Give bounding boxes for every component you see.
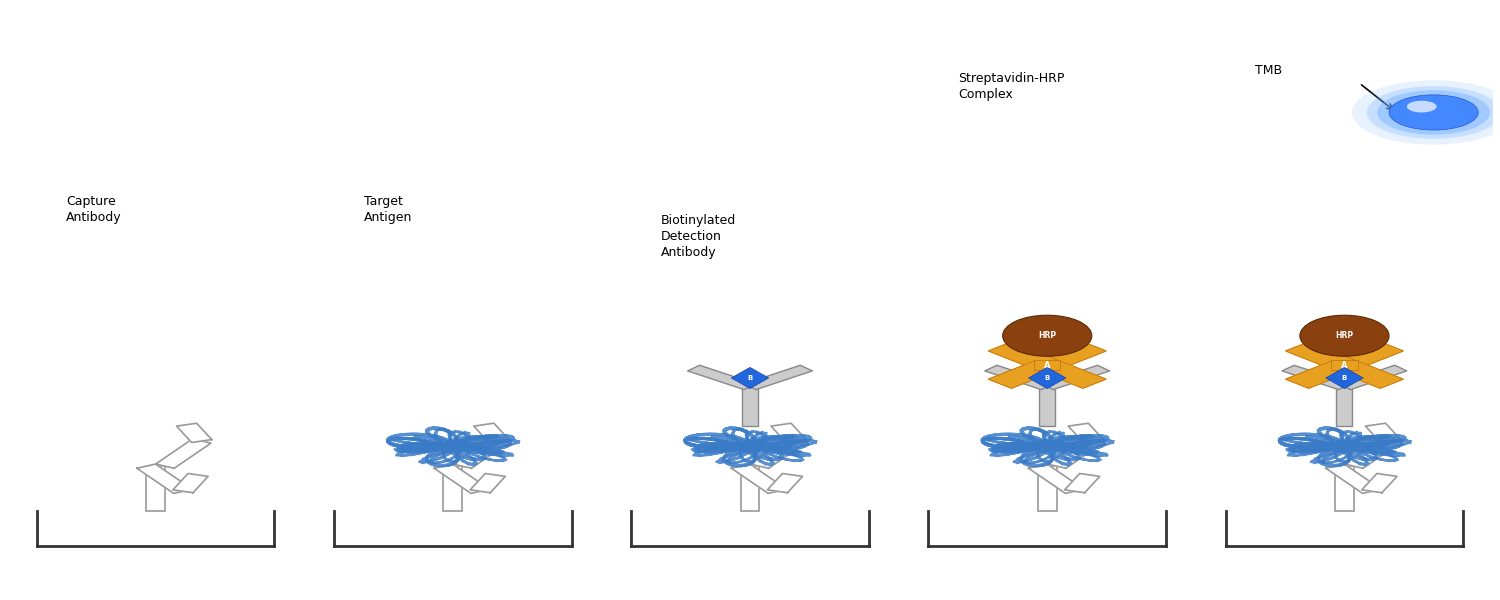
Polygon shape [1068,423,1104,442]
Bar [1034,360,1060,370]
Text: HRP: HRP [1038,331,1056,340]
Polygon shape [732,367,768,389]
FancyBboxPatch shape [1038,466,1056,511]
Ellipse shape [1300,315,1389,356]
Text: A: A [1044,361,1050,370]
Polygon shape [744,365,813,389]
Polygon shape [177,423,212,442]
Polygon shape [1338,365,1407,389]
Text: B: B [1044,375,1050,381]
Polygon shape [1344,439,1400,468]
Polygon shape [986,365,1053,389]
Circle shape [1407,101,1437,112]
Polygon shape [732,464,786,493]
Polygon shape [1334,342,1404,370]
Circle shape [1366,86,1500,139]
Bar [742,387,758,427]
Polygon shape [136,464,192,493]
FancyBboxPatch shape [1335,466,1354,511]
Polygon shape [687,365,756,389]
Polygon shape [750,439,806,468]
Polygon shape [988,361,1059,388]
Polygon shape [988,342,1059,370]
Polygon shape [1047,439,1102,468]
Polygon shape [768,473,802,493]
Circle shape [1377,90,1490,135]
Circle shape [1352,80,1500,145]
Polygon shape [1286,361,1356,388]
Polygon shape [156,439,212,468]
Polygon shape [771,423,806,442]
Polygon shape [1326,464,1382,493]
Polygon shape [1286,342,1356,370]
Polygon shape [1334,361,1404,388]
Polygon shape [172,473,208,493]
Polygon shape [1029,367,1066,389]
Bar [1336,387,1353,427]
Text: Biotinylated
Detection
Antibody: Biotinylated Detection Antibody [662,214,736,259]
Text: Streptavidin-HRP
Complex: Streptavidin-HRP Complex [958,72,1065,101]
Polygon shape [1365,423,1401,442]
Text: HRP: HRP [1335,331,1353,340]
Text: Target
Antigen: Target Antigen [363,195,413,224]
Text: B: B [747,375,753,381]
Polygon shape [1029,464,1084,493]
Text: Capture
Antibody: Capture Antibody [66,195,122,224]
Text: TMB: TMB [1256,64,1282,77]
Polygon shape [433,464,489,493]
Polygon shape [1282,365,1350,389]
Polygon shape [1035,342,1106,370]
FancyBboxPatch shape [741,466,759,511]
Polygon shape [1362,473,1396,493]
Ellipse shape [1002,315,1092,356]
Bar [1332,360,1358,370]
Bar [1040,387,1054,427]
Polygon shape [1035,361,1106,388]
Polygon shape [470,473,506,493]
Polygon shape [453,439,509,468]
Polygon shape [1041,365,1110,389]
Polygon shape [1065,473,1100,493]
Polygon shape [1326,367,1364,389]
FancyBboxPatch shape [444,466,462,511]
Polygon shape [474,423,508,442]
Circle shape [1389,95,1478,130]
Text: B: B [1342,375,1347,381]
Text: A: A [1341,361,1347,370]
FancyBboxPatch shape [146,466,165,511]
